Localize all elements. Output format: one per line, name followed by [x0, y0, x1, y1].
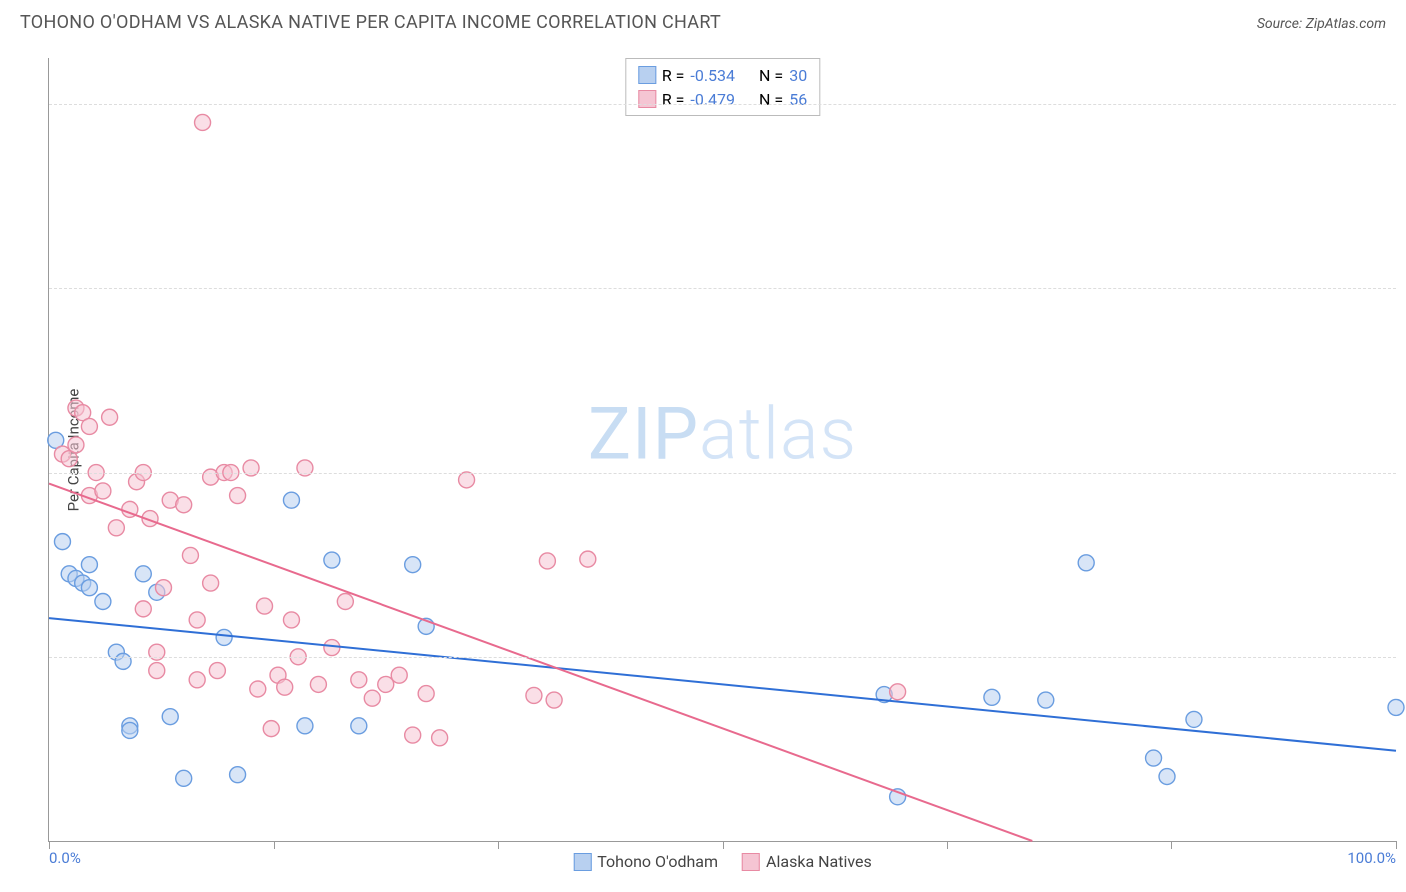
- chart-title: TOHONO O'ODHAM VS ALASKA NATIVE PER CAPI…: [20, 12, 721, 33]
- data-point: [135, 566, 151, 582]
- data-point: [230, 767, 246, 783]
- data-point: [324, 640, 340, 656]
- data-point: [182, 547, 198, 563]
- data-point: [391, 667, 407, 683]
- data-point: [243, 460, 259, 476]
- data-point: [135, 601, 151, 617]
- data-point: [283, 492, 299, 508]
- data-point: [263, 721, 279, 737]
- data-point: [68, 437, 84, 453]
- data-point: [122, 722, 138, 738]
- chart-header: TOHONO O'ODHAM VS ALASKA NATIVE PER CAPI…: [0, 0, 1406, 39]
- legend-row-series-1: R = -0.479 N = 56: [638, 87, 807, 111]
- legend-n-value-1: 56: [789, 90, 807, 109]
- plot-region: ZIPatlas R = -0.534 N = 30 R = -0.479 N …: [48, 58, 1396, 842]
- data-point: [149, 663, 165, 679]
- data-point: [1186, 711, 1202, 727]
- data-point: [95, 593, 111, 609]
- data-point: [364, 690, 380, 706]
- data-point: [351, 672, 367, 688]
- data-point: [108, 520, 124, 536]
- data-point: [890, 684, 906, 700]
- data-point: [230, 488, 246, 504]
- data-point: [580, 551, 596, 567]
- data-point: [257, 598, 273, 614]
- data-point: [189, 672, 205, 688]
- data-point: [1146, 750, 1162, 766]
- chart-source: Source: ZipAtlas.com: [1257, 16, 1386, 32]
- data-point: [310, 676, 326, 692]
- series-name-0: Tohono O'odham: [597, 852, 718, 871]
- data-point: [405, 557, 421, 573]
- data-point: [81, 557, 97, 573]
- series-legend: Tohono O'odham Alaska Natives: [573, 852, 872, 871]
- data-point: [155, 580, 171, 596]
- data-point: [162, 709, 178, 725]
- data-point: [54, 534, 70, 550]
- series-swatch-0: [573, 853, 591, 871]
- legend-r-value-0: -0.534: [690, 66, 735, 85]
- data-point: [405, 727, 421, 743]
- data-point: [189, 612, 205, 628]
- data-point: [216, 629, 232, 645]
- data-point: [351, 718, 367, 734]
- data-point: [526, 687, 542, 703]
- data-point: [95, 483, 111, 499]
- data-point: [149, 644, 165, 660]
- data-point: [324, 552, 340, 568]
- data-point: [176, 497, 192, 513]
- data-point: [81, 580, 97, 596]
- data-point: [984, 689, 1000, 705]
- data-point: [81, 418, 97, 434]
- data-point: [1388, 699, 1404, 715]
- legend-n-prefix: N =: [759, 90, 783, 109]
- legend-swatch-0: [638, 66, 656, 84]
- data-point: [459, 472, 475, 488]
- data-point: [1078, 555, 1094, 571]
- trend-line: [49, 484, 1032, 841]
- series-legend-item-1: Alaska Natives: [742, 852, 872, 871]
- data-point: [1159, 769, 1175, 785]
- data-point: [250, 681, 266, 697]
- xtick-label: 0.0%: [49, 849, 81, 867]
- legend-n-prefix: N =: [759, 66, 783, 85]
- data-point: [277, 679, 293, 695]
- legend-n-value-0: 30: [789, 66, 807, 85]
- legend-swatch-1: [638, 90, 656, 108]
- legend-r-prefix: R =: [662, 66, 685, 85]
- data-point: [1038, 692, 1054, 708]
- data-point: [297, 460, 313, 476]
- series-legend-item-0: Tohono O'odham: [573, 852, 718, 871]
- data-point: [176, 770, 192, 786]
- xtick-label: 100.0%: [1347, 849, 1396, 867]
- data-point: [209, 663, 225, 679]
- data-point: [283, 612, 299, 628]
- correlation-legend: R = -0.534 N = 30 R = -0.479 N = 56: [625, 58, 820, 116]
- data-point: [297, 718, 313, 734]
- data-point: [195, 114, 211, 130]
- data-point: [539, 553, 555, 569]
- data-point: [203, 575, 219, 591]
- legend-r-value-1: -0.479: [690, 90, 735, 109]
- legend-r-prefix: R =: [662, 90, 685, 109]
- series-name-1: Alaska Natives: [766, 852, 872, 871]
- data-point: [337, 593, 353, 609]
- data-point: [102, 409, 118, 425]
- series-swatch-1: [742, 853, 760, 871]
- legend-row-series-0: R = -0.534 N = 30: [638, 63, 807, 87]
- data-point: [418, 686, 434, 702]
- data-point: [546, 692, 562, 708]
- data-point: [432, 730, 448, 746]
- chart-area: Per Capita Income ZIPatlas R = -0.534 N …: [48, 58, 1396, 842]
- chart-svg: [49, 58, 1396, 841]
